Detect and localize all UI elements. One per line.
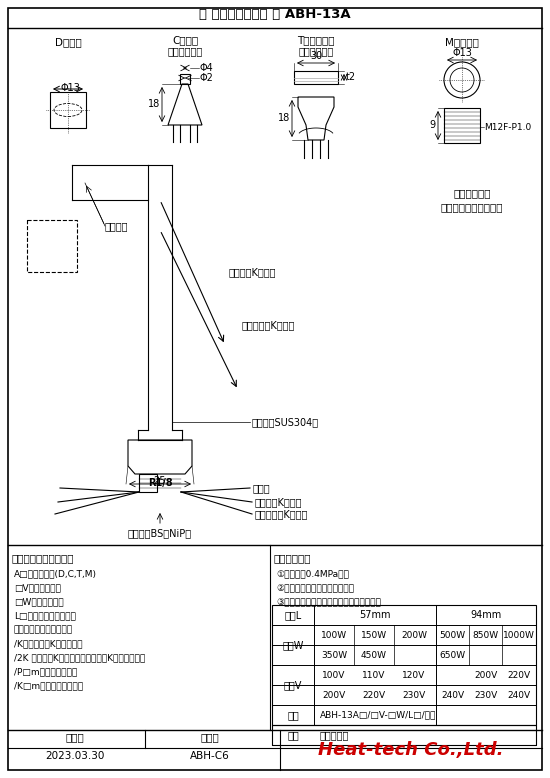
Text: 型號: 型號 <box>287 710 299 720</box>
Text: 57mm: 57mm <box>359 610 390 620</box>
Bar <box>180 74 190 84</box>
Text: 電源線: 電源線 <box>253 483 271 493</box>
Text: 9: 9 <box>430 120 436 130</box>
Text: T型狹縫射出: T型狹縫射出 <box>297 35 335 45</box>
Text: 100W: 100W <box>321 630 347 640</box>
Text: ABH-C6: ABH-C6 <box>190 751 230 761</box>
Text: 【選項　特別訂貨對應】: 【選項 特別訂貨對應】 <box>14 625 73 634</box>
Text: 電力W: 電力W <box>282 640 304 650</box>
Text: /K□m　熱電偶線長指定: /K□m 熱電偶線長指定 <box>14 681 83 690</box>
Text: 500W: 500W <box>439 630 465 640</box>
Text: 120V: 120V <box>403 671 426 679</box>
Text: 25: 25 <box>154 476 166 486</box>
Bar <box>294 71 338 84</box>
Text: 30: 30 <box>310 51 322 61</box>
Text: 尖端定制訂購螺紋接頭: 尖端定制訂購螺紋接頭 <box>441 202 503 212</box>
Text: ②請供給氣體應該是取出瀅乾。: ②請供給氣體應該是取出瀅乾。 <box>276 583 354 592</box>
Text: 《 小型熱風加熱器 》 ABH-13A: 《 小型熱風加熱器 》 ABH-13A <box>199 8 351 20</box>
Text: 18: 18 <box>278 113 290 123</box>
Bar <box>272 725 536 745</box>
Text: R1/8: R1/8 <box>148 478 172 488</box>
Text: 管長L: 管長L <box>284 610 301 620</box>
Text: ③不供給低溫氣體而加熱的話加熱器燙壞。: ③不供給低溫氣體而加熱的話加熱器燙壞。 <box>276 597 381 606</box>
Text: Φ2: Φ2 <box>199 73 213 83</box>
Text: 供氣口（BS・NiP）: 供氣口（BS・NiP） <box>128 528 192 538</box>
Text: C型錐體: C型錐體 <box>172 35 198 45</box>
Text: 電壓V: 電壓V <box>284 680 302 690</box>
Text: 熱風溫度K熱電偶: 熱風溫度K熱電偶 <box>255 497 302 507</box>
Text: 版　次: 版 次 <box>201 732 219 742</box>
Text: 200V: 200V <box>322 691 345 699</box>
Text: /K　熱風溫度K熱電偶添加: /K 熱風溫度K熱電偶添加 <box>14 639 82 648</box>
Text: 650W: 650W <box>439 650 465 660</box>
Text: 450W: 450W <box>361 650 387 660</box>
Text: □W　電力的指定: □W 電力的指定 <box>14 597 64 606</box>
Text: （石英玻璣）: （石英玻璣） <box>167 46 202 56</box>
Text: Φ13: Φ13 <box>452 48 472 58</box>
Text: □V　電壓的指定: □V 電壓的指定 <box>14 583 61 592</box>
Text: A□　噴嘴指定(D,C,T,M): A□ 噴嘴指定(D,C,T,M) <box>14 569 97 578</box>
Text: 熱風溫度K熱電偶: 熱風溫度K熱電偶 <box>229 267 277 277</box>
Text: 110V: 110V <box>362 671 386 679</box>
Text: 2023.03.30: 2023.03.30 <box>45 751 104 761</box>
Bar <box>272 605 536 725</box>
Text: /P□m　電源線長指定: /P□m 電源線長指定 <box>14 667 77 676</box>
Text: 350W: 350W <box>321 650 347 660</box>
Text: 850W: 850W <box>472 630 498 640</box>
Text: ①這是耐壓0.4MPa的。: ①這是耐壓0.4MPa的。 <box>276 569 349 578</box>
Text: 熱風出口: 熱風出口 <box>105 221 129 231</box>
Text: 230V: 230V <box>403 691 426 699</box>
Text: 我們公司將在: 我們公司將在 <box>453 188 491 198</box>
Text: ABH-13A□/□V-□W/L□/選項: ABH-13A□/□V-□W/L□/選項 <box>320 710 436 720</box>
Text: （石英玻璣）: （石英玻璣） <box>298 46 334 56</box>
Text: 94mm: 94mm <box>470 610 502 620</box>
Text: 220V: 220V <box>362 691 386 699</box>
Text: 220V: 220V <box>507 671 530 679</box>
Bar <box>139 474 157 492</box>
Text: 發熱體溫度K熱電偶: 發熱體溫度K熱電偶 <box>255 509 309 519</box>
Text: 金屬管（SUS304）: 金屬管（SUS304） <box>252 417 319 427</box>
Text: 100V: 100V <box>322 671 346 679</box>
Text: 230V: 230V <box>474 691 497 699</box>
Text: Φ13: Φ13 <box>60 83 80 93</box>
Text: /2K 熱風溫度K熱電偶和發熱體溫度K熱電偶的追加: /2K 熱風溫度K熱電偶和發熱體溫度K熱電偶的追加 <box>14 653 145 662</box>
Bar <box>444 108 480 143</box>
Text: 150W: 150W <box>361 630 387 640</box>
Bar <box>50 92 86 128</box>
Text: 日　期: 日 期 <box>65 732 84 742</box>
Text: 240V: 240V <box>441 691 464 699</box>
Text: Φ4: Φ4 <box>199 63 213 73</box>
Text: 1000W: 1000W <box>503 630 535 640</box>
Text: Heat-tech Co.,Ltd.: Heat-tech Co.,Ltd. <box>318 741 504 759</box>
Text: 【注意事項】: 【注意事項】 <box>274 553 311 563</box>
Text: D型直噴: D型直噴 <box>54 37 81 47</box>
Text: 熱風加熱器: 熱風加熱器 <box>320 730 349 740</box>
Text: M型內螺紋: M型內螺紋 <box>445 37 479 47</box>
Text: M12F-P1.0: M12F-P1.0 <box>484 122 531 131</box>
Text: 18: 18 <box>148 99 160 109</box>
Text: 240V: 240V <box>507 691 530 699</box>
Text: 【在訂貨時規格指定】: 【在訂貨時規格指定】 <box>12 553 74 563</box>
Text: L□　基準管長度的指定: L□ 基準管長度的指定 <box>14 611 76 620</box>
Text: 200W: 200W <box>401 630 427 640</box>
Text: 品名: 品名 <box>287 730 299 740</box>
Text: t2: t2 <box>346 72 356 82</box>
Text: 發熱體溫度K熱電偶: 發熱體溫度K熱電偶 <box>242 320 295 330</box>
Text: 200V: 200V <box>474 671 497 679</box>
